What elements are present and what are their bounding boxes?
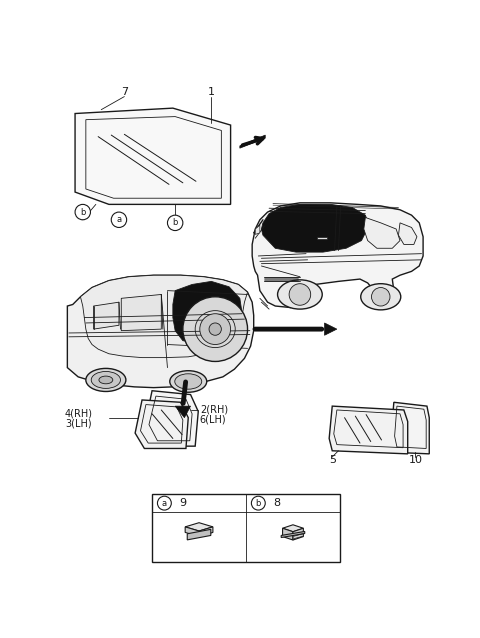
Circle shape (157, 496, 171, 510)
Circle shape (75, 204, 90, 219)
Text: 8: 8 (273, 498, 280, 508)
Circle shape (372, 288, 390, 306)
Polygon shape (391, 403, 429, 454)
Text: b: b (80, 207, 85, 216)
Text: 6(LH): 6(LH) (200, 414, 227, 424)
Polygon shape (121, 295, 161, 330)
Ellipse shape (86, 368, 126, 392)
Circle shape (289, 284, 311, 305)
Polygon shape (185, 527, 199, 537)
Circle shape (252, 496, 265, 510)
Circle shape (183, 297, 248, 362)
Polygon shape (175, 406, 191, 418)
Circle shape (111, 212, 127, 228)
Polygon shape (81, 275, 248, 358)
Text: b: b (172, 218, 178, 227)
Polygon shape (173, 281, 242, 343)
Polygon shape (240, 135, 265, 148)
Polygon shape (283, 525, 303, 531)
Text: 10: 10 (408, 455, 422, 465)
Polygon shape (364, 218, 400, 248)
Ellipse shape (91, 371, 120, 389)
Polygon shape (317, 237, 327, 239)
Polygon shape (252, 203, 423, 308)
Polygon shape (185, 523, 213, 531)
Text: 1: 1 (208, 87, 215, 97)
Polygon shape (293, 528, 303, 540)
Text: a: a (162, 499, 167, 508)
Polygon shape (75, 108, 230, 204)
Polygon shape (144, 390, 198, 446)
Polygon shape (94, 302, 119, 329)
Polygon shape (329, 406, 408, 454)
Text: 4(RH): 4(RH) (65, 409, 93, 419)
Circle shape (168, 215, 183, 230)
Ellipse shape (175, 374, 202, 389)
Ellipse shape (170, 371, 207, 392)
Ellipse shape (277, 280, 322, 309)
Polygon shape (262, 204, 369, 252)
Polygon shape (199, 527, 213, 537)
Text: b: b (256, 499, 261, 508)
Polygon shape (324, 323, 337, 336)
Polygon shape (187, 530, 211, 540)
Ellipse shape (361, 284, 401, 310)
Text: 2(RH): 2(RH) (200, 405, 228, 415)
Text: 7: 7 (121, 87, 128, 97)
Text: a: a (116, 215, 121, 225)
Bar (152, 494, 340, 561)
Polygon shape (67, 275, 254, 388)
Polygon shape (281, 531, 305, 538)
Polygon shape (135, 400, 188, 449)
Circle shape (209, 323, 221, 336)
Polygon shape (398, 223, 417, 244)
Text: 5: 5 (329, 455, 336, 465)
Polygon shape (255, 225, 260, 234)
Text: 3(LH): 3(LH) (65, 418, 92, 428)
Ellipse shape (99, 376, 113, 384)
Polygon shape (283, 528, 293, 540)
Text: 9: 9 (179, 498, 186, 508)
Circle shape (200, 314, 230, 345)
